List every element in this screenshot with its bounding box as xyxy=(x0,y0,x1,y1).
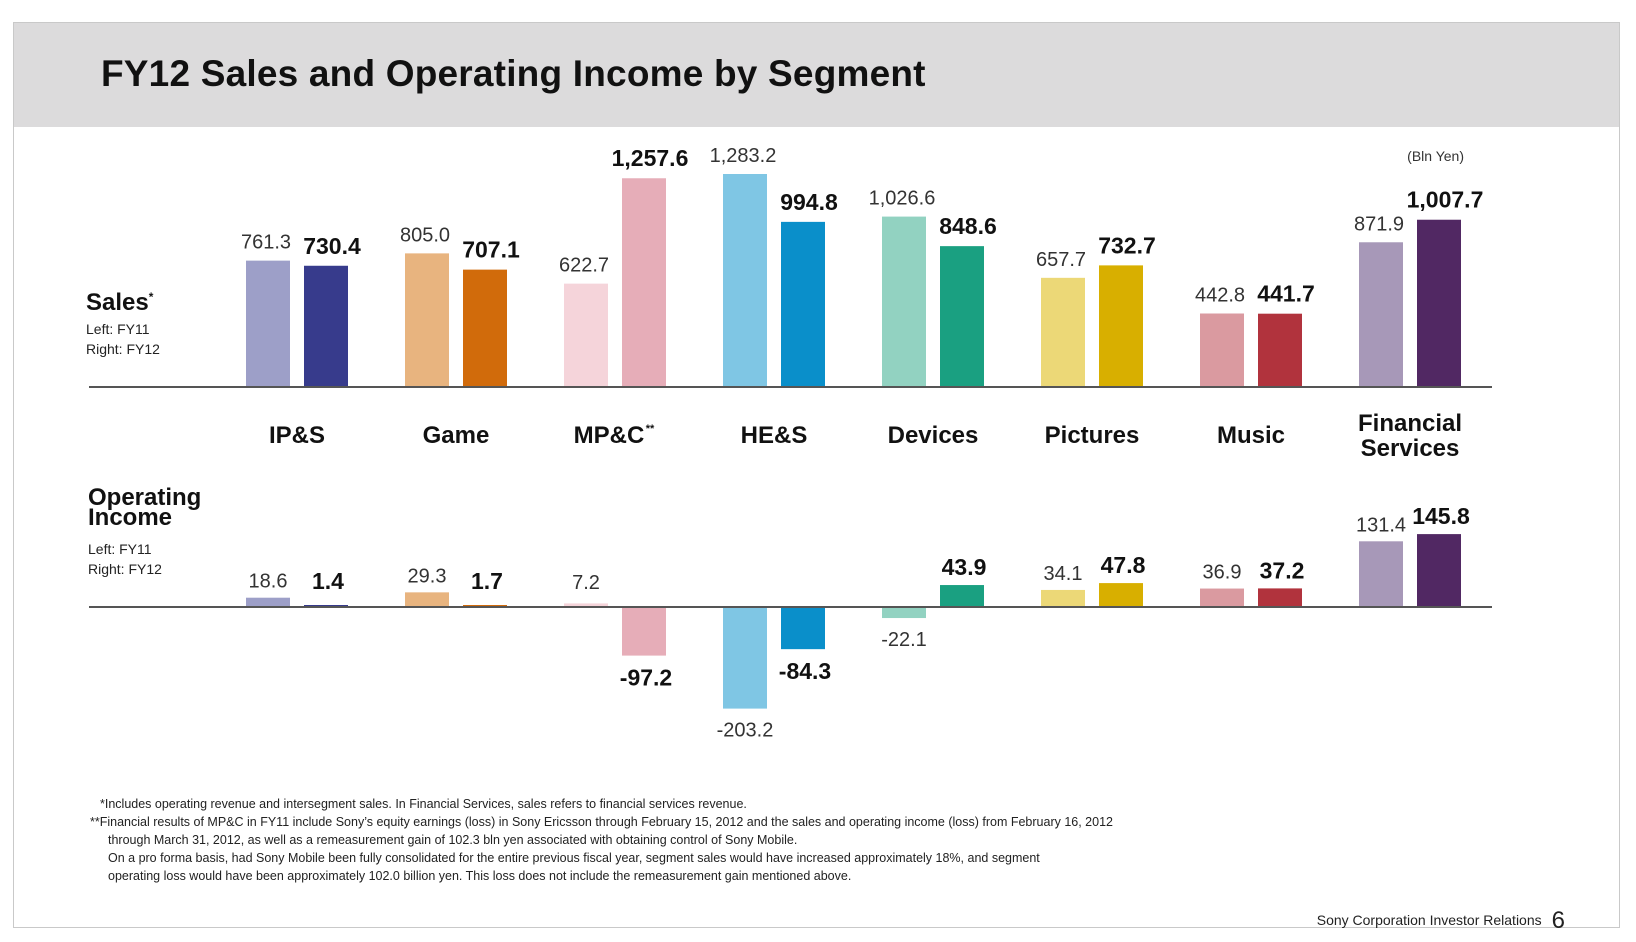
oi-bar-fy11 xyxy=(1041,589,1085,607)
sales-label-fy12: 730.4 xyxy=(303,233,361,259)
sales-bar-fy11 xyxy=(1359,242,1403,387)
sales-legend-left: Left: FY11 xyxy=(86,321,150,337)
oi-bar-fy11 xyxy=(405,592,449,607)
sales-bar-fy11 xyxy=(723,174,767,387)
sales-bar-fy11 xyxy=(1200,313,1244,387)
oi-label-fy11: 34.1 xyxy=(1044,563,1083,585)
sales-label-fy11: 622.7 xyxy=(559,255,609,277)
oi-label-fy12: 1.7 xyxy=(471,568,503,594)
sales-bar-fy12 xyxy=(622,178,666,387)
oi-legend: Left: FY11 Right: FY12 xyxy=(88,539,162,579)
sales-bar-fy12 xyxy=(1417,219,1461,387)
oi-label-fy12: 47.8 xyxy=(1101,552,1146,578)
sales-legend: Left: FY11 Right: FY12 xyxy=(86,319,160,359)
sales-label-fy12: 441.7 xyxy=(1257,281,1315,307)
title-band: FY12 Sales and Operating Income by Segme… xyxy=(14,23,1619,127)
category-label: Devices xyxy=(888,422,979,449)
footnotes: *Includes operating revenue and interseg… xyxy=(90,795,1520,885)
oi-label-fy11: -203.2 xyxy=(717,720,774,742)
footnote-5: operating loss would have been approxima… xyxy=(108,869,852,883)
oi-bar-fy12 xyxy=(940,585,984,607)
sales-label-fy11: 442.8 xyxy=(1195,284,1245,306)
oi-bar-fy11 xyxy=(1359,541,1403,607)
category-label-line1: Financial xyxy=(1358,410,1462,437)
sales-bar-fy11 xyxy=(405,253,449,387)
oi-bar-fy12 xyxy=(1417,534,1461,607)
category-label: MP&C xyxy=(574,422,645,449)
sales-legend-right: Right: FY12 xyxy=(86,341,160,357)
unit-label: (Bln Yen) xyxy=(1407,148,1464,164)
category-label: Music xyxy=(1217,422,1285,449)
oi-label-fy12: 1.4 xyxy=(312,568,344,594)
sales-label: Sales* xyxy=(86,285,153,315)
sales-bar-fy12 xyxy=(1099,265,1143,387)
sales-label-fy11: 871.9 xyxy=(1354,213,1404,235)
sales-bar-fy12 xyxy=(1258,313,1302,387)
category-label: HE&S xyxy=(741,422,808,449)
oi-label-fy11: -22.1 xyxy=(881,629,927,651)
oi-label-fy12: 43.9 xyxy=(942,554,987,580)
sales-label-fy12: 994.8 xyxy=(780,189,838,215)
oi-label-fy11: 131.4 xyxy=(1356,514,1406,536)
oi-label-fy12: 145.8 xyxy=(1412,503,1470,529)
oi-bar-fy11 xyxy=(564,603,608,607)
oi-legend-left: Left: FY11 xyxy=(88,541,152,557)
oi-bar-fy11 xyxy=(1200,588,1244,607)
oi-label-fy11: 18.6 xyxy=(249,571,288,593)
sales-label-fy11: 657.7 xyxy=(1036,249,1086,271)
sales-label-fy11: 761.3 xyxy=(241,232,291,254)
oi-bar-fy12 xyxy=(1099,583,1143,607)
sales-label-fy12: 848.6 xyxy=(939,213,997,239)
oi-bar-fy12 xyxy=(622,607,666,656)
oi-label-line2: Income xyxy=(88,504,173,531)
sales-label-fy12: 1,007.7 xyxy=(1407,187,1484,213)
sales-bar-fy11 xyxy=(882,216,926,387)
category-label-sup: ** xyxy=(646,423,655,435)
sales-label-fy12: 732.7 xyxy=(1098,232,1156,258)
oi-label-line1: Operating xyxy=(88,484,202,511)
sales-bar-fy12 xyxy=(781,221,825,387)
sales-label-fy12: 707.1 xyxy=(462,237,520,263)
category-label-line2: Services xyxy=(1361,435,1460,462)
category-label: IP&S xyxy=(269,422,325,449)
sales-bar-fy12 xyxy=(940,246,984,387)
oi-label-fy12: -84.3 xyxy=(779,658,831,684)
oi-bar-fy12 xyxy=(1258,588,1302,607)
sales-bar-fy12 xyxy=(304,265,348,387)
oi-label-fy11: 36.9 xyxy=(1203,562,1242,584)
page-number: 6 xyxy=(1551,907,1565,934)
slide: FY12 Sales and Operating Income by Segme… xyxy=(13,22,1620,934)
sales-label-fy11: 1,026.6 xyxy=(869,188,936,210)
oi-bar-fy11 xyxy=(723,607,767,709)
oi-label-fy11: 29.3 xyxy=(408,565,447,587)
footer-company: Sony Corporation Investor Relations xyxy=(1316,912,1542,928)
sales-label-fy11: 1,283.2 xyxy=(710,145,777,167)
footnote-1: *Includes operating revenue and interseg… xyxy=(100,797,747,811)
operating-income-label: Operating Income xyxy=(88,486,201,530)
sales-label-fy11: 805.0 xyxy=(400,224,450,246)
sales-bar-fy11 xyxy=(1041,277,1085,387)
oi-label-fy12: -97.2 xyxy=(620,665,672,691)
footnote-3: through March 31, 2012, as well as a rem… xyxy=(108,833,798,847)
footer: Sony Corporation Investor Relations 6 xyxy=(1316,904,1565,934)
footnote-2: **Financial results of MP&C in FY11 incl… xyxy=(90,815,1113,829)
sales-label-fy12: 1,257.6 xyxy=(612,145,689,171)
oi-label-fy11: 7.2 xyxy=(572,572,600,594)
oi-bar-fy11 xyxy=(246,597,290,607)
oi-bar-fy12 xyxy=(781,607,825,650)
segment-chart: (Bln Yen) 761.3 730.4 18.6 1.4 IP&S 805.0 707.1… xyxy=(89,145,1492,742)
oi-legend-right: Right: FY12 xyxy=(88,561,162,577)
category-label: Pictures xyxy=(1045,422,1140,449)
sales-bar-fy12 xyxy=(463,269,507,387)
category-label: Game xyxy=(423,422,490,449)
oi-bar-fy11 xyxy=(882,607,926,619)
sales-bar-fy11 xyxy=(246,260,290,387)
oi-label-fy12: 37.2 xyxy=(1260,557,1305,583)
sales-bar-fy11 xyxy=(564,283,608,387)
sales-label-text: Sales xyxy=(86,289,149,316)
footnote-4: On a pro forma basis, had Sony Mobile be… xyxy=(108,851,1040,865)
sales-label-sup: * xyxy=(148,290,154,304)
slide-title: FY12 Sales and Operating Income by Segme… xyxy=(101,53,926,94)
